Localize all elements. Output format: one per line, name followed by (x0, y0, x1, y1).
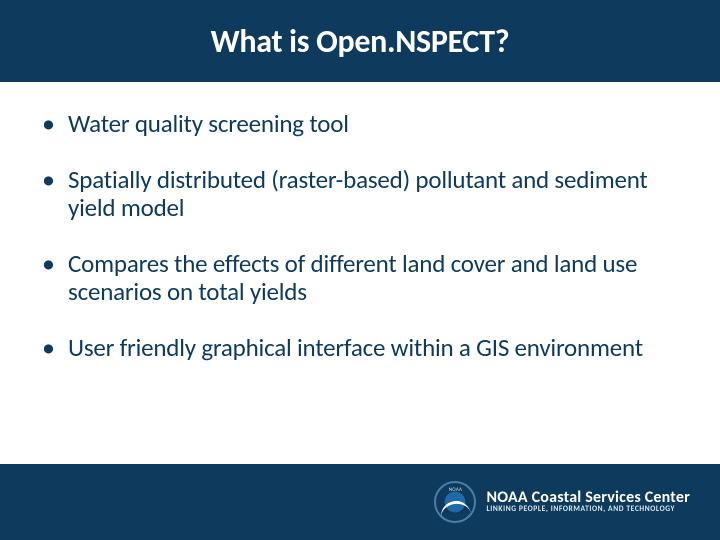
list-item: Compares the effects of different land c… (40, 250, 680, 306)
noaa-logo-label: NOAA (436, 487, 474, 493)
slide-title: What is Open.NSPECT? (211, 22, 510, 61)
list-item: Spatially distributed (raster-based) pol… (40, 166, 680, 222)
footer-text: NOAA Coastal Services Center LINKING PEO… (486, 490, 690, 515)
bullet-list: Water quality screening tool Spatially d… (40, 110, 680, 362)
list-item: User friendly graphical interface within… (40, 334, 680, 362)
title-band: What is Open.NSPECT? (0, 0, 720, 82)
list-item: Water quality screening tool (40, 110, 680, 138)
footer: NOAA NOAA Coastal Services Center LINKIN… (0, 464, 720, 540)
content-panel: Water quality screening tool Spatially d… (0, 82, 720, 464)
noaa-logo-icon: NOAA (434, 481, 476, 523)
footer-tagline: LINKING PEOPLE, INFORMATION, AND TECHNOL… (486, 506, 690, 514)
footer-org-name: NOAA Coastal Services Center (486, 490, 690, 507)
